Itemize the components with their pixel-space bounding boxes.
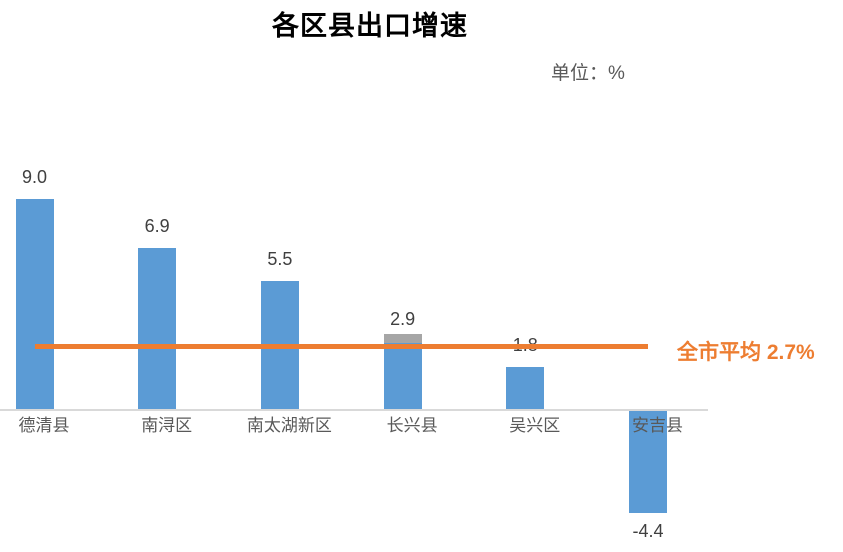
category-label: 吴兴区 (509, 416, 561, 435)
bar-德清县 (15, 199, 54, 409)
category-label: 南浔区 (141, 416, 193, 435)
average-line-label: 全市平均 2.7% (677, 341, 815, 364)
category-label: 南太湖新区 (246, 416, 332, 435)
unit-label: 单位：% (551, 63, 625, 84)
category-label: 安吉县 (632, 416, 683, 435)
category-label: 长兴县 (386, 416, 438, 435)
category-label: 德清县 (18, 416, 70, 435)
bar-吴兴区 (506, 367, 545, 409)
chart-title: 各区县出口增速 (272, 11, 468, 41)
value-label: 5.5 (267, 248, 293, 269)
value-label: 2.9 (390, 309, 416, 330)
bar-gray-cap (383, 334, 422, 344)
bar-长兴县 (383, 341, 422, 409)
average-line (34, 343, 648, 349)
x-axis-line (0, 409, 708, 411)
bar-南浔区 (138, 248, 177, 409)
value-label: 9.0 (21, 167, 48, 188)
bar-安吉县 (629, 410, 667, 513)
value-label: -4.4 (632, 520, 664, 541)
value-label: 6.9 (144, 216, 170, 237)
